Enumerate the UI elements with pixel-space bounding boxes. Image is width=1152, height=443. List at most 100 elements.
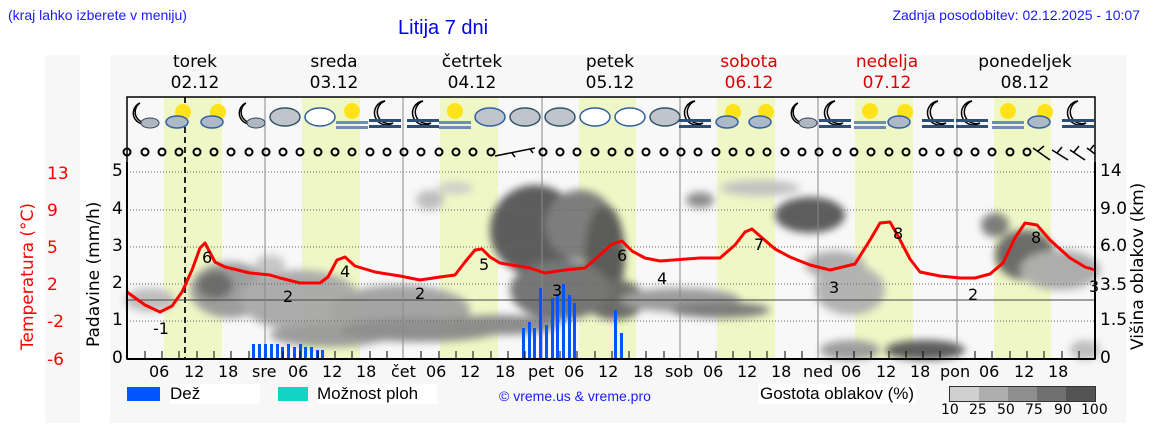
svg-text:8: 8 (1031, 228, 1041, 247)
svg-text:5: 5 (479, 255, 489, 274)
x-tick-label: pon (940, 362, 971, 381)
day-date: 05.12 (585, 73, 635, 93)
day-header: sobota 06.12 (689, 52, 809, 94)
temp-tick: -6 (47, 350, 64, 370)
x-tick-label: sre (252, 362, 277, 381)
svg-text:6: 6 (202, 248, 212, 267)
day-header: ponedeljek 08.12 (965, 52, 1085, 94)
precip-tick: 2 (112, 273, 123, 293)
x-tick-label: 06 (841, 362, 862, 381)
day-header: petek 05.12 (550, 52, 670, 94)
cloud-density (125, 180, 1100, 360)
svg-text:3: 3 (829, 278, 839, 297)
day-name: torek (173, 52, 217, 72)
cloud-tick: 14 (1100, 161, 1122, 181)
x-tick-label: 12 (322, 362, 343, 381)
svg-text:2: 2 (968, 285, 978, 304)
cloud-tick: 3.5 (1100, 275, 1128, 295)
precip-tick: 4 (112, 199, 123, 219)
weather-icons (132, 100, 1094, 129)
cloud-density-scale (949, 386, 1096, 402)
wind-markers (122, 144, 1096, 161)
cloud-axis-label: Višina oblakov (km) (1128, 182, 1148, 350)
density-tick: 90 (1054, 402, 1072, 418)
x-tick-label: ned (803, 362, 834, 381)
x-tick-label: 12 (460, 362, 481, 381)
day-date: 02.12 (170, 73, 220, 93)
svg-text:8: 8 (893, 224, 903, 243)
day-header: sreda 03.12 (274, 52, 394, 94)
cloud-tick: 6.0 (1100, 236, 1128, 256)
density-tick: 50 (997, 402, 1015, 418)
precip-tick: 0 (112, 348, 123, 368)
temp-tick: 13 (47, 164, 69, 184)
day-name: ponedeljek (978, 52, 1072, 72)
x-tick-label: čet (391, 362, 416, 381)
svg-text:2: 2 (415, 284, 425, 303)
density-tick: 25 (969, 402, 987, 418)
cloud-tick: 1.5 (1100, 310, 1128, 330)
precip-tick: 1 (112, 310, 123, 330)
cloud-tick: 9.0 (1100, 199, 1128, 219)
density-tick: 100 (1081, 402, 1108, 418)
precip-tick: 5 (112, 161, 123, 181)
rain-legend-swatch (127, 387, 160, 401)
x-tick-label: 18 (771, 362, 792, 381)
temperature-line (126, 220, 1096, 314)
day-date: 04.12 (447, 73, 497, 93)
x-tick-label: sob (665, 362, 694, 381)
menu-note: (kraj lahko izberete v meniju) (8, 7, 187, 23)
day-name: sreda (310, 52, 358, 72)
x-tick-label: 06 (979, 362, 1000, 381)
svg-text:2: 2 (283, 287, 293, 306)
day-header: torek 02.12 (135, 52, 255, 94)
precip-tick: 3 (112, 236, 123, 256)
x-tick-label: 18 (218, 362, 239, 381)
precip-axis-label: Padavine (mm/h) (84, 201, 104, 347)
rain-bars (252, 284, 623, 359)
x-tick-label: 12 (184, 362, 205, 381)
svg-text:4: 4 (657, 269, 667, 288)
gridlines (127, 171, 1095, 322)
temp-tick: 2 (47, 275, 58, 295)
page-title: Litija 7 dni (398, 17, 489, 39)
x-tick-label: 18 (1048, 362, 1069, 381)
rain-legend-label: Dež (170, 384, 260, 404)
temp-tick: 5 (47, 238, 58, 258)
svg-text:-1: -1 (153, 319, 169, 338)
showers-legend-swatch (278, 387, 308, 401)
cloud-density-label: Gostota oblakov (%) (758, 384, 917, 404)
day-date: 08.12 (1000, 73, 1050, 93)
svg-text:4: 4 (340, 262, 350, 281)
svg-text:3: 3 (552, 281, 562, 300)
day-header: nedelja 07.12 (827, 52, 947, 94)
svg-text:7: 7 (754, 235, 764, 254)
temp-tick: -2 (47, 312, 64, 332)
x-tick-label: 06 (564, 362, 585, 381)
x-tick-label: 12 (737, 362, 758, 381)
x-tick-label: 06 (426, 362, 447, 381)
day-name: petek (585, 52, 635, 72)
x-tick-label: 18 (633, 362, 654, 381)
x-tick-label: 18 (495, 362, 516, 381)
day-header: četrtek 04.12 (412, 52, 532, 94)
day-name: sobota (720, 52, 778, 72)
x-tick-label: 18 (356, 362, 377, 381)
x-tick-label: pet (528, 362, 555, 381)
x-tick-label: 06 (149, 362, 170, 381)
day-date: 06.12 (724, 73, 774, 93)
cloud-tick: 0 (1100, 348, 1111, 368)
x-tick-label: 12 (1014, 362, 1035, 381)
temp-axis-panel (45, 55, 80, 423)
x-tick-label: 06 (288, 362, 309, 381)
temp-axis-label: Temperatura (°C) (18, 202, 38, 350)
day-name: nedelja (855, 52, 919, 72)
x-tick-label: 12 (876, 362, 897, 381)
copyright-link[interactable]: © vreme.us & vreme.pro (499, 388, 651, 404)
last-update: Zadnja posodobitev: 02.12.2025 - 10:07 (892, 7, 1140, 23)
x-tick-label: 12 (598, 362, 619, 381)
day-date: 03.12 (309, 73, 359, 93)
day-date: 07.12 (862, 73, 912, 93)
svg-text:6: 6 (617, 246, 627, 265)
